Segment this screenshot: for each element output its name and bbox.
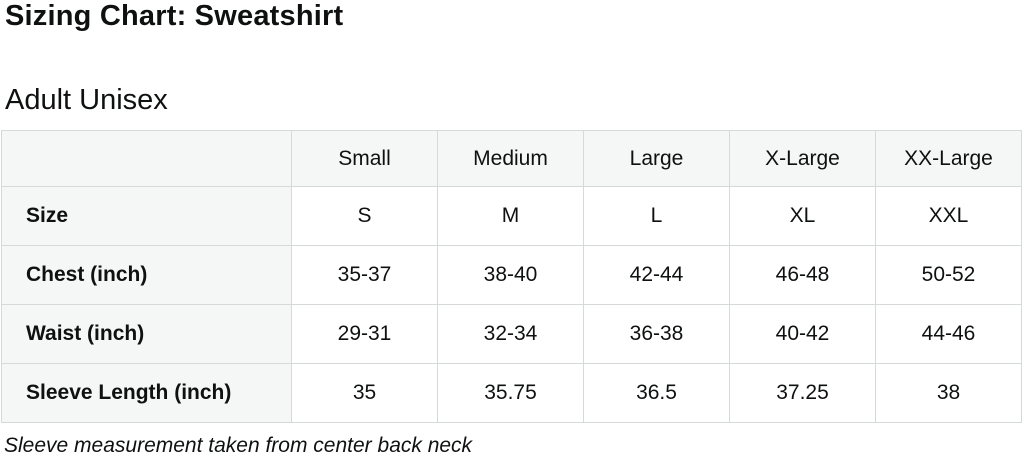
data-cell: 38 [875, 363, 1022, 423]
data-cell: 37.25 [729, 363, 876, 423]
data-cell: 35-37 [291, 245, 438, 305]
data-cell: 35.75 [437, 363, 584, 423]
table-row: Size S M L XL XXL [1, 186, 1022, 246]
row-label: Size [1, 186, 292, 246]
data-cell: 50-52 [875, 245, 1022, 305]
column-header-medium: Medium [437, 130, 584, 187]
row-label: Sleeve Length (inch) [1, 363, 292, 423]
section-title: Adult Unisex [5, 84, 168, 116]
data-cell: S [291, 186, 438, 246]
data-cell: 40-42 [729, 304, 876, 364]
data-cell: 29-31 [291, 304, 438, 364]
data-cell: M [437, 186, 584, 246]
data-cell: XL [729, 186, 876, 246]
column-header-x-large: X-Large [729, 130, 876, 187]
data-cell: 36-38 [583, 304, 730, 364]
corner-cell [1, 130, 292, 187]
table-row: Waist (inch) 29-31 32-34 36-38 40-42 44-46 [1, 304, 1022, 364]
data-cell: 44-46 [875, 304, 1022, 364]
table-header-row: Small Medium Large X-Large XX-Large [1, 130, 1022, 187]
sizing-table: Small Medium Large X-Large XX-Large Size S M L X… [1, 130, 1022, 423]
data-cell: 32-34 [437, 304, 584, 364]
data-cell: 42-44 [583, 245, 730, 305]
table-body: Size S M L XL XXL Chest (inch) 35-37 38-40 42-44 4… [1, 186, 1022, 423]
column-header-large: Large [583, 130, 730, 187]
table-row: Chest (inch) 35-37 38-40 42-44 46-48 50-52 [1, 245, 1022, 305]
data-cell: 38-40 [437, 245, 584, 305]
footnote: Sleeve measurement taken from center bac… [4, 434, 473, 457]
page-title: Sizing Chart: Sweatshirt [5, 0, 344, 32]
data-cell: 36.5 [583, 363, 730, 423]
row-label: Waist (inch) [1, 304, 292, 364]
column-header-small: Small [291, 130, 438, 187]
data-cell: L [583, 186, 730, 246]
row-label: Chest (inch) [1, 245, 292, 305]
data-cell: XXL [875, 186, 1022, 246]
data-cell: 46-48 [729, 245, 876, 305]
data-cell: 35 [291, 363, 438, 423]
column-header-xx-large: XX-Large [875, 130, 1022, 187]
table-row: Sleeve Length (inch) 35 35.75 36.5 37.25 38 [1, 363, 1022, 423]
